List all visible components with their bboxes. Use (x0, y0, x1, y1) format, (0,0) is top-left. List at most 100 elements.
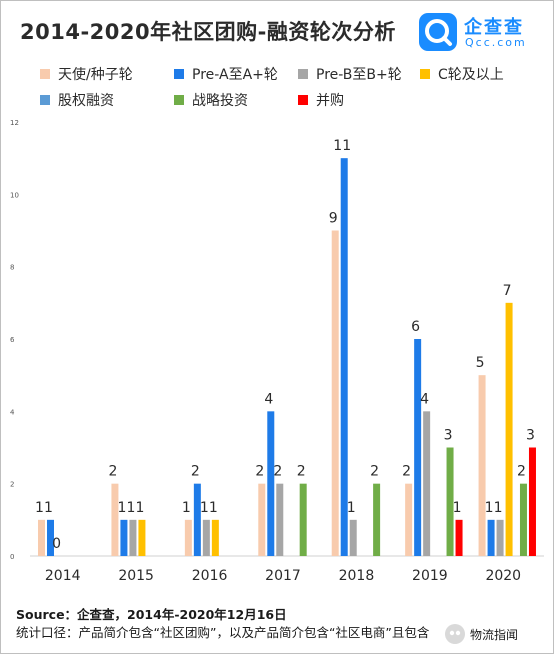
legend-swatch-prea-a (174, 69, 184, 79)
data-label: 2 (191, 464, 200, 480)
footer: Source：企查查，2014年-2020年12月16日 统计口径：产品简介包含… (16, 606, 429, 642)
data-label: 2 (273, 464, 282, 480)
data-label: 11 (333, 138, 351, 154)
legend-swatch-strategic (174, 95, 184, 105)
y-tick-label: 10 (10, 191, 19, 199)
bar-angel (258, 483, 266, 556)
legend: 天使/种子轮 Pre-A至A+轮 Pre-B至B+轮 C轮及以上 股权融资 战略… (40, 64, 550, 112)
watermark-text: 物流指闻 (470, 627, 519, 642)
data-label: 1 (44, 500, 53, 516)
legend-swatch-angel (40, 69, 50, 79)
x-tick-label: 2018 (339, 568, 375, 584)
x-tick-label: 2017 (265, 568, 301, 584)
bar-preb_b (276, 483, 284, 556)
data-label: 6 (411, 319, 420, 335)
x-tick-label: 2014 (45, 568, 81, 584)
legend-swatch-merger (298, 95, 308, 105)
bar-preb_b (202, 519, 210, 556)
legend-item-angel: 天使/种子轮 (40, 64, 133, 84)
bar-prea_a (340, 158, 348, 556)
bar-angel (331, 230, 339, 556)
watermark-badge: 物流指闻 (444, 619, 550, 649)
qcc-logo: 企查查 Qcc.com (418, 12, 538, 52)
data-label: 2 (255, 464, 264, 480)
bar-strategic (519, 483, 527, 556)
qcc-logo-icon (419, 13, 457, 51)
legend-label-equity: 股权融资 (58, 93, 114, 109)
data-label: 2 (108, 464, 117, 480)
legend-label-strategic: 战略投资 (192, 93, 248, 109)
legend-swatch-preb-b (298, 69, 308, 79)
data-label: 2 (297, 464, 306, 480)
bar-prea_a (193, 483, 201, 556)
legend-item-merger: 并购 (298, 90, 344, 110)
legend-label-preb-b: Pre-B至B+轮 (316, 67, 402, 83)
data-label: 1 (453, 500, 462, 516)
data-label: 1 (135, 500, 144, 516)
data-label: 9 (329, 211, 338, 227)
legend-item-c-plus: C轮及以上 (420, 64, 504, 84)
legend-swatch-c-plus (420, 69, 430, 79)
data-label: 2 (402, 464, 411, 480)
data-label: 4 (420, 391, 429, 407)
bar-prea_a (414, 339, 422, 556)
wechat-icon (445, 624, 465, 644)
bar-strategic (373, 483, 381, 556)
bar-prea_a (47, 519, 54, 556)
bar-c_plus (505, 302, 513, 556)
data-label: 0 (52, 536, 61, 552)
legend-label-merger: 并购 (316, 93, 344, 109)
y-tick-label: 12 (10, 119, 19, 127)
y-tick-label: 0 (10, 553, 14, 561)
bar-angel (111, 483, 119, 556)
y-tick-label: 4 (10, 408, 15, 416)
data-label: 1 (117, 500, 126, 516)
bar-prea_a (120, 519, 128, 556)
x-tick-label: 2020 (485, 568, 521, 584)
bar-preb_b (423, 411, 431, 556)
bar-merger (455, 519, 463, 556)
source-note: Source：企查查，2014年-2020年12月16日 (16, 607, 287, 622)
data-label: 3 (444, 428, 453, 444)
y-tick-label: 2 (10, 481, 14, 489)
bar-strategic (446, 447, 454, 556)
bar-strategic (299, 483, 307, 556)
data-label: 3 (526, 428, 535, 444)
legend-item-prea-a: Pre-A至A+轮 (174, 64, 278, 84)
bar-c_plus (211, 519, 219, 556)
x-tick-label: 2015 (118, 568, 154, 584)
data-label: 1 (200, 500, 209, 516)
data-label: 7 (503, 283, 512, 299)
legend-item-preb-b: Pre-B至B+轮 (298, 64, 402, 84)
data-label: 2 (370, 464, 379, 480)
bar-angel (405, 483, 413, 556)
logo-name: 企查查 (464, 17, 524, 38)
y-tick-label: 6 (10, 336, 15, 344)
bar-angel (184, 519, 192, 556)
x-tick-label: 2016 (192, 568, 228, 584)
legend-label-prea-a: Pre-A至A+轮 (192, 67, 278, 83)
chart-title: 2014-2020年社区团购-融资轮次分析 (20, 20, 396, 44)
bar-preb_b (349, 519, 357, 556)
y-tick-label: 8 (10, 264, 14, 272)
bar-preb_b (496, 519, 504, 556)
bar-angel (478, 375, 486, 556)
data-label: 1 (182, 500, 191, 516)
legend-item-strategic: 战略投资 (174, 90, 248, 110)
criteria-note: 统计口径：产品简介包含“社区团购”，以及产品简介包含“社区电商”且包含 (16, 625, 430, 640)
legend-label-c-plus: C轮及以上 (438, 67, 504, 83)
data-label: 1 (485, 500, 494, 516)
bar-prea_a (487, 519, 495, 556)
data-label: 1 (209, 500, 218, 516)
data-label: 2 (517, 464, 526, 480)
bar-angel (38, 519, 45, 556)
data-label: 1 (35, 500, 44, 516)
data-label: 1 (494, 500, 503, 516)
data-label: 1 (126, 500, 135, 516)
legend-item-equity: 股权融资 (40, 90, 114, 110)
data-label: 1 (347, 500, 356, 516)
legend-swatch-equity (40, 95, 50, 105)
bar-prea_a (267, 411, 275, 556)
x-tick-label: 2019 (412, 568, 448, 584)
